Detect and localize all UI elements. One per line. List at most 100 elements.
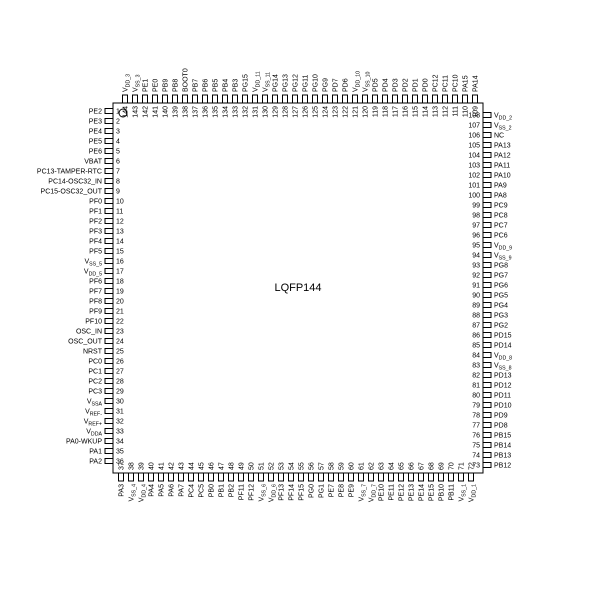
pin-pad — [483, 363, 491, 368]
pin-pad — [105, 319, 113, 324]
pin-label: VREF+ — [84, 418, 102, 427]
pin-pad — [343, 95, 348, 103]
pin-number: 6 — [116, 158, 120, 165]
pin-pad — [105, 349, 113, 354]
pin-pad — [483, 163, 491, 168]
pin-label: PB14 — [494, 442, 511, 449]
pin-pad — [483, 433, 491, 438]
pin-pad — [105, 379, 113, 384]
pin-pad — [105, 399, 113, 404]
pin-pad — [283, 95, 288, 103]
pin-number: 136 — [202, 106, 209, 118]
pin-label: PE5 — [89, 138, 102, 145]
pin-number: 140 — [162, 106, 169, 118]
pin-pad — [483, 253, 491, 258]
pin-pad — [105, 119, 113, 124]
pin-pad — [359, 473, 364, 481]
pin-label: PC5 — [198, 484, 205, 498]
pin-number: 126 — [302, 106, 309, 118]
pin-label: PA15 — [462, 75, 469, 92]
pin-number: 73 — [472, 462, 480, 469]
pin-number: 12 — [116, 218, 124, 225]
pin-pad — [423, 95, 428, 103]
pin-pad — [273, 95, 278, 103]
pin-label: PD7 — [332, 78, 339, 92]
pin-number: 14 — [116, 238, 124, 245]
pin-label: PC11 — [442, 75, 449, 92]
pin-pad — [363, 95, 368, 103]
pin-label: PC7 — [494, 222, 508, 229]
pin-label: VREF- — [85, 408, 102, 417]
pin-pad — [133, 95, 138, 103]
pin-pad — [233, 95, 238, 103]
pin-pad — [229, 473, 234, 481]
pin-pad — [129, 473, 134, 481]
pin-label: PD3 — [392, 78, 399, 92]
pin-number: 7 — [116, 168, 120, 175]
pin-label: PF2 — [89, 218, 102, 225]
pin-pad — [483, 333, 491, 338]
pin-pad — [223, 95, 228, 103]
pin-number: 142 — [142, 106, 149, 118]
pin-number: 133 — [232, 106, 239, 118]
pin-label: PE14 — [418, 484, 425, 501]
pin-number: 91 — [472, 282, 480, 289]
pin-pad — [105, 259, 113, 264]
pin-label: VSS_4 — [128, 484, 137, 502]
pin-number: 16 — [116, 258, 124, 265]
pin-label: PB11 — [448, 484, 455, 501]
pin-pad — [339, 473, 344, 481]
pin-label: VSS_1 — [458, 484, 467, 502]
pin-pad — [143, 95, 148, 103]
pin-number: 105 — [468, 142, 480, 149]
pin-number: 43 — [178, 462, 185, 470]
pin-pad — [393, 95, 398, 103]
pin-label: PE4 — [89, 128, 102, 135]
pin-number: 88 — [472, 312, 480, 319]
pin-label: NC — [494, 132, 504, 139]
pin-number: 77 — [472, 422, 480, 429]
pin-pad — [105, 229, 113, 234]
pin-label: PA14 — [472, 75, 479, 92]
pin-pad — [119, 473, 124, 481]
pin-pad — [473, 95, 478, 103]
pin-pad — [149, 473, 154, 481]
pin-number: 49 — [238, 462, 245, 470]
pin-pad — [105, 449, 113, 454]
pin-number: 18 — [116, 278, 124, 285]
pin-pad — [483, 173, 491, 178]
pin-pad — [105, 129, 113, 134]
pin-label: PG9 — [322, 78, 329, 92]
pin-number: 37 — [118, 462, 125, 470]
pin-label: PD9 — [494, 412, 508, 419]
pin-pad — [483, 263, 491, 268]
pin-label: VSS_8 — [494, 362, 512, 371]
pin-number: 104 — [468, 152, 480, 159]
pin-number: 39 — [138, 462, 145, 470]
pin-label: PG3 — [494, 312, 508, 319]
pin-label: PE13 — [408, 484, 415, 501]
pin-number: 92 — [472, 272, 480, 279]
pin-number: 66 — [408, 462, 415, 470]
pin-label: PE3 — [89, 118, 102, 125]
pin-number: 32 — [116, 418, 124, 425]
pin-pad — [483, 353, 491, 358]
pin-number: 1 — [116, 108, 120, 115]
pin-label: PD10 — [494, 402, 512, 409]
pin-pad — [483, 423, 491, 428]
pin-pad — [105, 209, 113, 214]
pin-label: PF14 — [288, 484, 295, 501]
pin-label: PG0 — [308, 484, 315, 498]
pin-number: 97 — [472, 222, 480, 229]
pin-number: 65 — [398, 462, 405, 470]
pin-pad — [483, 413, 491, 418]
pin-pad — [219, 473, 224, 481]
pin-label: PB1 — [218, 484, 225, 497]
pin-number: 76 — [472, 432, 480, 439]
pin-pad — [443, 95, 448, 103]
pin-pad — [105, 199, 113, 204]
pin-label: PC13-TAMPER-RTC — [37, 168, 102, 175]
pin-number: 83 — [472, 362, 480, 369]
pin-label: PA5 — [158, 484, 165, 497]
pin-label: VDDA — [86, 428, 102, 437]
